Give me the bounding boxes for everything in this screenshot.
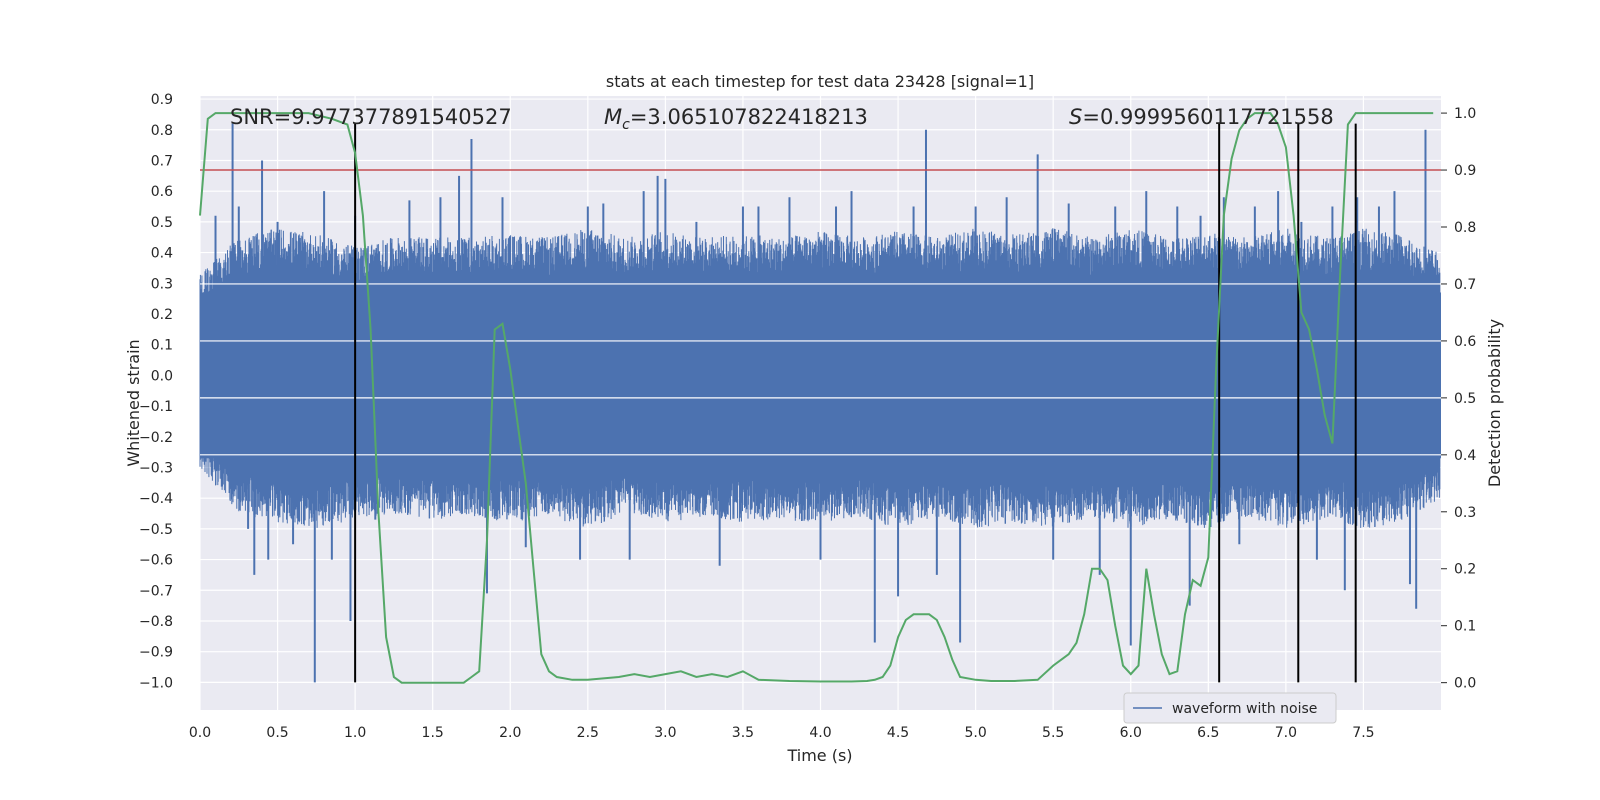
y-axis-label: Whitened strain xyxy=(124,339,143,466)
x-tick-label: 4.0 xyxy=(809,725,831,741)
y2-tick-label: 0.2 xyxy=(1454,562,1476,578)
y-tick-label: −0.8 xyxy=(139,614,173,630)
x-tick-label: 1.5 xyxy=(422,725,444,741)
x-tick-label: 3.5 xyxy=(732,725,754,741)
y2-tick-label: 1.0 xyxy=(1454,106,1476,122)
mc-annotation: Mc=3.065107822418213 xyxy=(604,105,868,133)
mc-subscript: c xyxy=(622,117,630,133)
x-tick-label: 0.0 xyxy=(189,725,211,741)
y-tick-label: −0.2 xyxy=(139,430,173,446)
y2-tick-label: 0.5 xyxy=(1454,391,1476,407)
y-tick-label: −1.0 xyxy=(139,675,173,691)
x-tick-label: 7.0 xyxy=(1275,725,1297,741)
markers xyxy=(200,123,1441,683)
y2-tick-label: 0.4 xyxy=(1454,448,1476,464)
snr-annotation: SNR=9.977377891540527 xyxy=(230,105,512,129)
y2-axis-label: Detection probability xyxy=(1485,319,1504,487)
x-tick-label: 2.5 xyxy=(577,725,599,741)
x-tick-label: 0.5 xyxy=(266,725,288,741)
y2-tick-label: 0.7 xyxy=(1454,277,1476,293)
probability-series xyxy=(199,112,1434,684)
y2-tick-label: 0.6 xyxy=(1454,334,1476,350)
strain-series xyxy=(199,123,1441,683)
y-tick-label: 0.6 xyxy=(151,184,173,200)
legend-label: waveform with noise xyxy=(1172,701,1317,717)
x-tick-label: 6.0 xyxy=(1120,725,1142,741)
legend-box xyxy=(1123,692,1337,724)
y-axis-ticks: 0.9 0.8 0.7 0.6 0.5 0.4 0.3 0.2 0.1 0.0 −0.1 −0.2 −0… xyxy=(139,92,173,691)
x-tick-label: 2.0 xyxy=(499,725,521,741)
s-symbol: S xyxy=(1069,105,1082,129)
s-annotation: S=0.9999560117721558 xyxy=(1069,105,1334,129)
y2-tick-label: 0.1 xyxy=(1454,619,1476,635)
chart-title: stats at each timestep for test data 234… xyxy=(606,72,1034,91)
x-tick-label: 3.0 xyxy=(654,725,676,741)
y2-tick-label: 0.3 xyxy=(1454,505,1476,521)
y-tick-label: 0.0 xyxy=(151,368,173,384)
y-tick-label: −0.3 xyxy=(139,460,173,476)
legend: waveform with noise xyxy=(1123,692,1337,724)
mc-value: =3.065107822418213 xyxy=(630,105,868,129)
y-tick-label: 0.3 xyxy=(151,276,173,292)
y2-tick-label: 0.0 xyxy=(1454,676,1476,692)
strain-line xyxy=(199,228,1441,528)
y-tick-label: 0.5 xyxy=(151,215,173,231)
mc-symbol: M xyxy=(604,105,622,129)
y-tick-label: −0.6 xyxy=(139,553,173,569)
y-tick-label: −0.7 xyxy=(139,583,173,599)
x-tick-label: 5.0 xyxy=(964,725,986,741)
x-tick-label: 1.0 xyxy=(344,725,366,741)
y-tick-label: −0.5 xyxy=(139,522,173,538)
x-tick-label: 5.5 xyxy=(1042,725,1064,741)
x-tick-label: 4.5 xyxy=(887,725,909,741)
y-tick-label: 0.9 xyxy=(151,92,173,108)
y-tick-label: −0.4 xyxy=(139,491,173,507)
x-tick-label: 6.5 xyxy=(1197,725,1219,741)
y2-axis-ticks: 1.0 0.9 0.8 0.7 0.6 0.5 0.4 0.3 0.2 0.1 0.0 xyxy=(1441,106,1476,692)
y-tick-label: 0.8 xyxy=(151,123,173,139)
y-tick-label: 0.7 xyxy=(151,153,173,169)
y-tick-label: 0.4 xyxy=(151,246,173,262)
y-tick-label: −0.9 xyxy=(139,645,173,661)
s-value: =0.9999560117721558 xyxy=(1082,105,1333,129)
y-tick-label: 0.2 xyxy=(151,307,173,323)
x-axis-label: Time (s) xyxy=(786,746,852,765)
y-tick-label: −0.1 xyxy=(139,399,173,415)
probability-line xyxy=(199,112,1434,684)
x-tick-label: 7.5 xyxy=(1352,725,1374,741)
x-axis-ticks: 0.0 0.5 1.0 1.5 2.0 2.5 3.0 3.5 4.0 4.5 5.0 5.5 6.0 6… xyxy=(189,725,1375,741)
y2-tick-label: 0.8 xyxy=(1454,220,1476,236)
y2-tick-label: 0.9 xyxy=(1454,163,1476,179)
y-tick-label: 0.1 xyxy=(151,338,173,354)
